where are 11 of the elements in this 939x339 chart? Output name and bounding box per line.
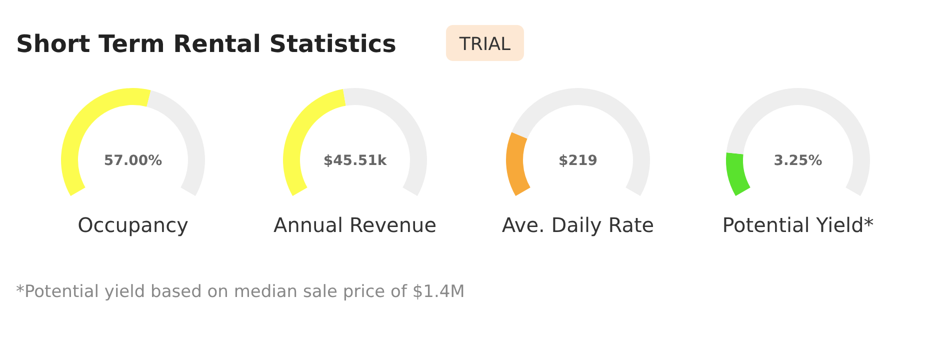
text: Occupancy — [78, 213, 189, 237]
text: 57.00% — [104, 153, 162, 169]
text: TRIAL — [458, 34, 511, 55]
text: $45.51k — [323, 153, 388, 169]
text: Short Term Rental Statistics — [16, 30, 396, 58]
text: $219 — [558, 153, 598, 169]
text: 3.25% — [774, 153, 822, 169]
text: Annual Revenue — [274, 213, 436, 237]
text: *Potential yield based on median sale price of $1.4M — [16, 282, 465, 302]
text: Potential Yield* — [722, 213, 874, 237]
text: Ave. Daily Rate — [502, 213, 654, 237]
